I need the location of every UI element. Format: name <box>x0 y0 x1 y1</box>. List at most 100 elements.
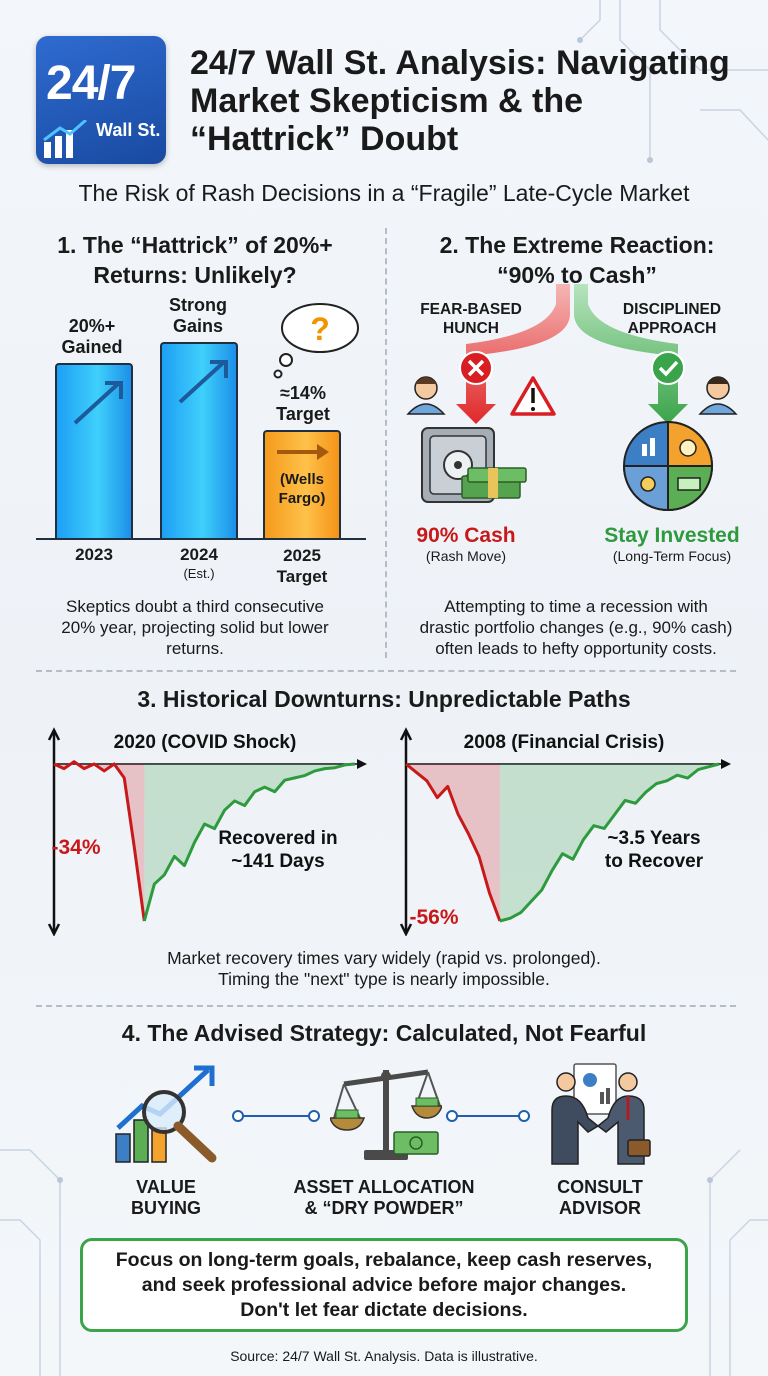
page-title: 24/7 Wall St. Analysis: Navigating Marke… <box>190 44 730 158</box>
calm-person-icon <box>698 376 738 415</box>
advice-line3: Don't let fear dictate decisions. <box>240 1299 528 1321</box>
bar1-label-line2: Gained <box>61 337 123 357</box>
recovery-area <box>144 764 355 921</box>
section1-title-line2: Returns: Unlikely? <box>93 262 297 288</box>
section2-note-line1: Attempting to time a recession with <box>444 597 708 616</box>
logo-sub-text: Wall St. <box>96 120 161 140</box>
growth-bars-icon <box>43 120 87 158</box>
bar1-label-line1: 20%+ <box>68 316 116 336</box>
section2-title: 2. The Extreme Reaction: “90% to Cash” <box>396 230 758 290</box>
recovery-label-line2: to Recover <box>605 851 704 872</box>
advisor-handshake-icon <box>551 1063 651 1165</box>
x-label-2024: 2024 <box>180 545 218 564</box>
section2-title-line1: 2. The Extreme Reaction: <box>439 232 715 258</box>
disciplined-label-line1: DISCIPLINED <box>622 301 722 318</box>
section-divider-1 <box>36 670 736 672</box>
bar2-label-line2: Gains <box>172 316 224 336</box>
x-label-2025-line2: Target <box>276 567 328 586</box>
source-note: Source: 24/7 Wall St. Analysis. Data is … <box>230 1348 538 1364</box>
strategy-connectors <box>232 1110 530 1122</box>
bar3-inner-line2: Fargo) <box>278 490 326 507</box>
section1-title-line1: 1. The “Hattrick” of 20%+ <box>57 232 333 258</box>
step2-line2: & “DRY POWDER” <box>304 1198 464 1218</box>
step1-line2: BUYING <box>130 1198 201 1218</box>
cash-result-label: 90% Cash <box>416 524 516 547</box>
decline-line <box>53 760 146 922</box>
warning-triangle-icon <box>510 376 556 416</box>
bar-chart-baseline <box>36 538 366 540</box>
recovery-area <box>499 764 719 921</box>
fear-label-line2: HUNCH <box>443 320 499 337</box>
bar3-label: ≈14% Target <box>258 383 348 425</box>
fear-path-arrow <box>456 284 570 424</box>
bar-2025: (Wells Fargo) <box>263 430 341 538</box>
drawdown-label: -56% <box>409 906 458 929</box>
diversified-portfolio-icon <box>622 420 714 512</box>
step-asset-allocation-label: ASSET ALLOCATION & “DRY POWDER” <box>268 1177 500 1219</box>
value-buying-icon <box>115 1065 217 1163</box>
bar1-label: 20%+ Gained <box>52 316 132 358</box>
section4-title: 4. The Advised Strategy: Calculated, Not… <box>121 1020 647 1046</box>
x-label-2025: 2025 Target <box>258 545 346 587</box>
page-subtitle: The Risk of Rash Decisions in a “Fragile… <box>78 180 690 206</box>
step2-line1: ASSET ALLOCATION <box>293 1177 475 1197</box>
section3-note: Market recovery times vary widely (rapid… <box>0 948 768 990</box>
section2-note-line3: often leads to hefty opportunity costs. <box>435 639 717 658</box>
step3-line2: ADVISOR <box>558 1198 641 1218</box>
bar3-label-line2: Target <box>276 404 330 424</box>
step-consult-advisor-label: CONSULT ADVISOR <box>530 1177 670 1219</box>
chart-title: 2008 (Financial Crisis) <box>464 732 665 753</box>
bar3-label-line1: ≈14% <box>280 383 326 403</box>
up-arrow-icon <box>73 381 123 425</box>
recovery-label-line1: Recovered in <box>218 828 337 849</box>
question-thought-bubble-icon: ? <box>273 303 359 379</box>
logo: 24/7 Wall St. <box>36 36 166 164</box>
section1-note: Skeptics doubt a third consecutive 20% y… <box>10 596 380 659</box>
financial-crisis-chart: 2008 (Financial Crisis) -56% ~3.5 Yearsto … <box>399 727 731 936</box>
recovery-line <box>142 762 356 922</box>
section1-note-line2: 20% year, projecting solid but lower <box>61 618 329 637</box>
bar2-label: Strong Gains <box>150 295 246 337</box>
decline-area <box>406 764 500 921</box>
advice-line2: and seek professional advice before majo… <box>141 1274 627 1296</box>
invested-result-sub: (Long-Term Focus) <box>612 548 732 564</box>
right-arrow-icon <box>277 444 329 460</box>
disciplined-label-line2: APPROACH <box>627 320 717 337</box>
x-label-2023: 2023 <box>75 545 113 564</box>
covid-chart: 2020 (COVID Shock) -34% Recovered in~141 D… <box>47 727 367 936</box>
baseline-arrow <box>721 759 731 769</box>
section3-note-line1: Market recovery times vary widely (rapid… <box>167 948 601 968</box>
decline-line <box>405 762 502 922</box>
logo-main-text: 24/7 <box>46 57 136 110</box>
y-axis-arrows <box>399 727 413 936</box>
bar-2023 <box>55 363 133 538</box>
section-divider-vertical <box>385 228 387 658</box>
fear-label-line1: FEAR-BASED <box>420 301 522 318</box>
check-mark-icon <box>651 351 685 385</box>
x-mark-icon <box>459 351 493 385</box>
balance-scale-icon <box>330 1069 442 1160</box>
worried-person-icon <box>406 376 446 415</box>
advice-box: Focus on long-term goals, rebalance, kee… <box>80 1238 688 1332</box>
recovery-line <box>499 762 720 923</box>
section1-note-line1: Skeptics doubt a third consecutive <box>66 597 324 616</box>
x-label-2024-sub: (Est.) <box>183 566 215 581</box>
fear-label: FEAR-BASED HUNCH <box>404 300 538 338</box>
section3-title: 3. Historical Downturns: Unpredictable P… <box>137 686 631 712</box>
section-divider-2 <box>36 1005 736 1007</box>
step-value-buying-label: VALUE BUYING <box>96 1177 236 1219</box>
bar3-inner-label: (Wells Fargo) <box>265 470 339 508</box>
bar-2024 <box>160 342 238 538</box>
section2-title-line2: “90% to Cash” <box>497 262 657 288</box>
y-axis-arrows <box>47 727 61 936</box>
bar3-inner-line1: (Wells <box>280 471 324 488</box>
step1-line1: VALUE <box>136 1177 196 1197</box>
invested-result-label: Stay Invested <box>604 524 740 547</box>
section1-note-line3: returns. <box>166 639 224 658</box>
cash-result-sub: (Rash Move) <box>425 548 507 564</box>
decline-area <box>54 761 145 921</box>
section2-note: Attempting to time a recession with dras… <box>390 596 762 659</box>
section3-note-line2: Timing the "next" type is nearly impossi… <box>218 969 550 989</box>
up-arrow-icon <box>178 360 228 404</box>
question-mark: ? <box>310 311 330 347</box>
